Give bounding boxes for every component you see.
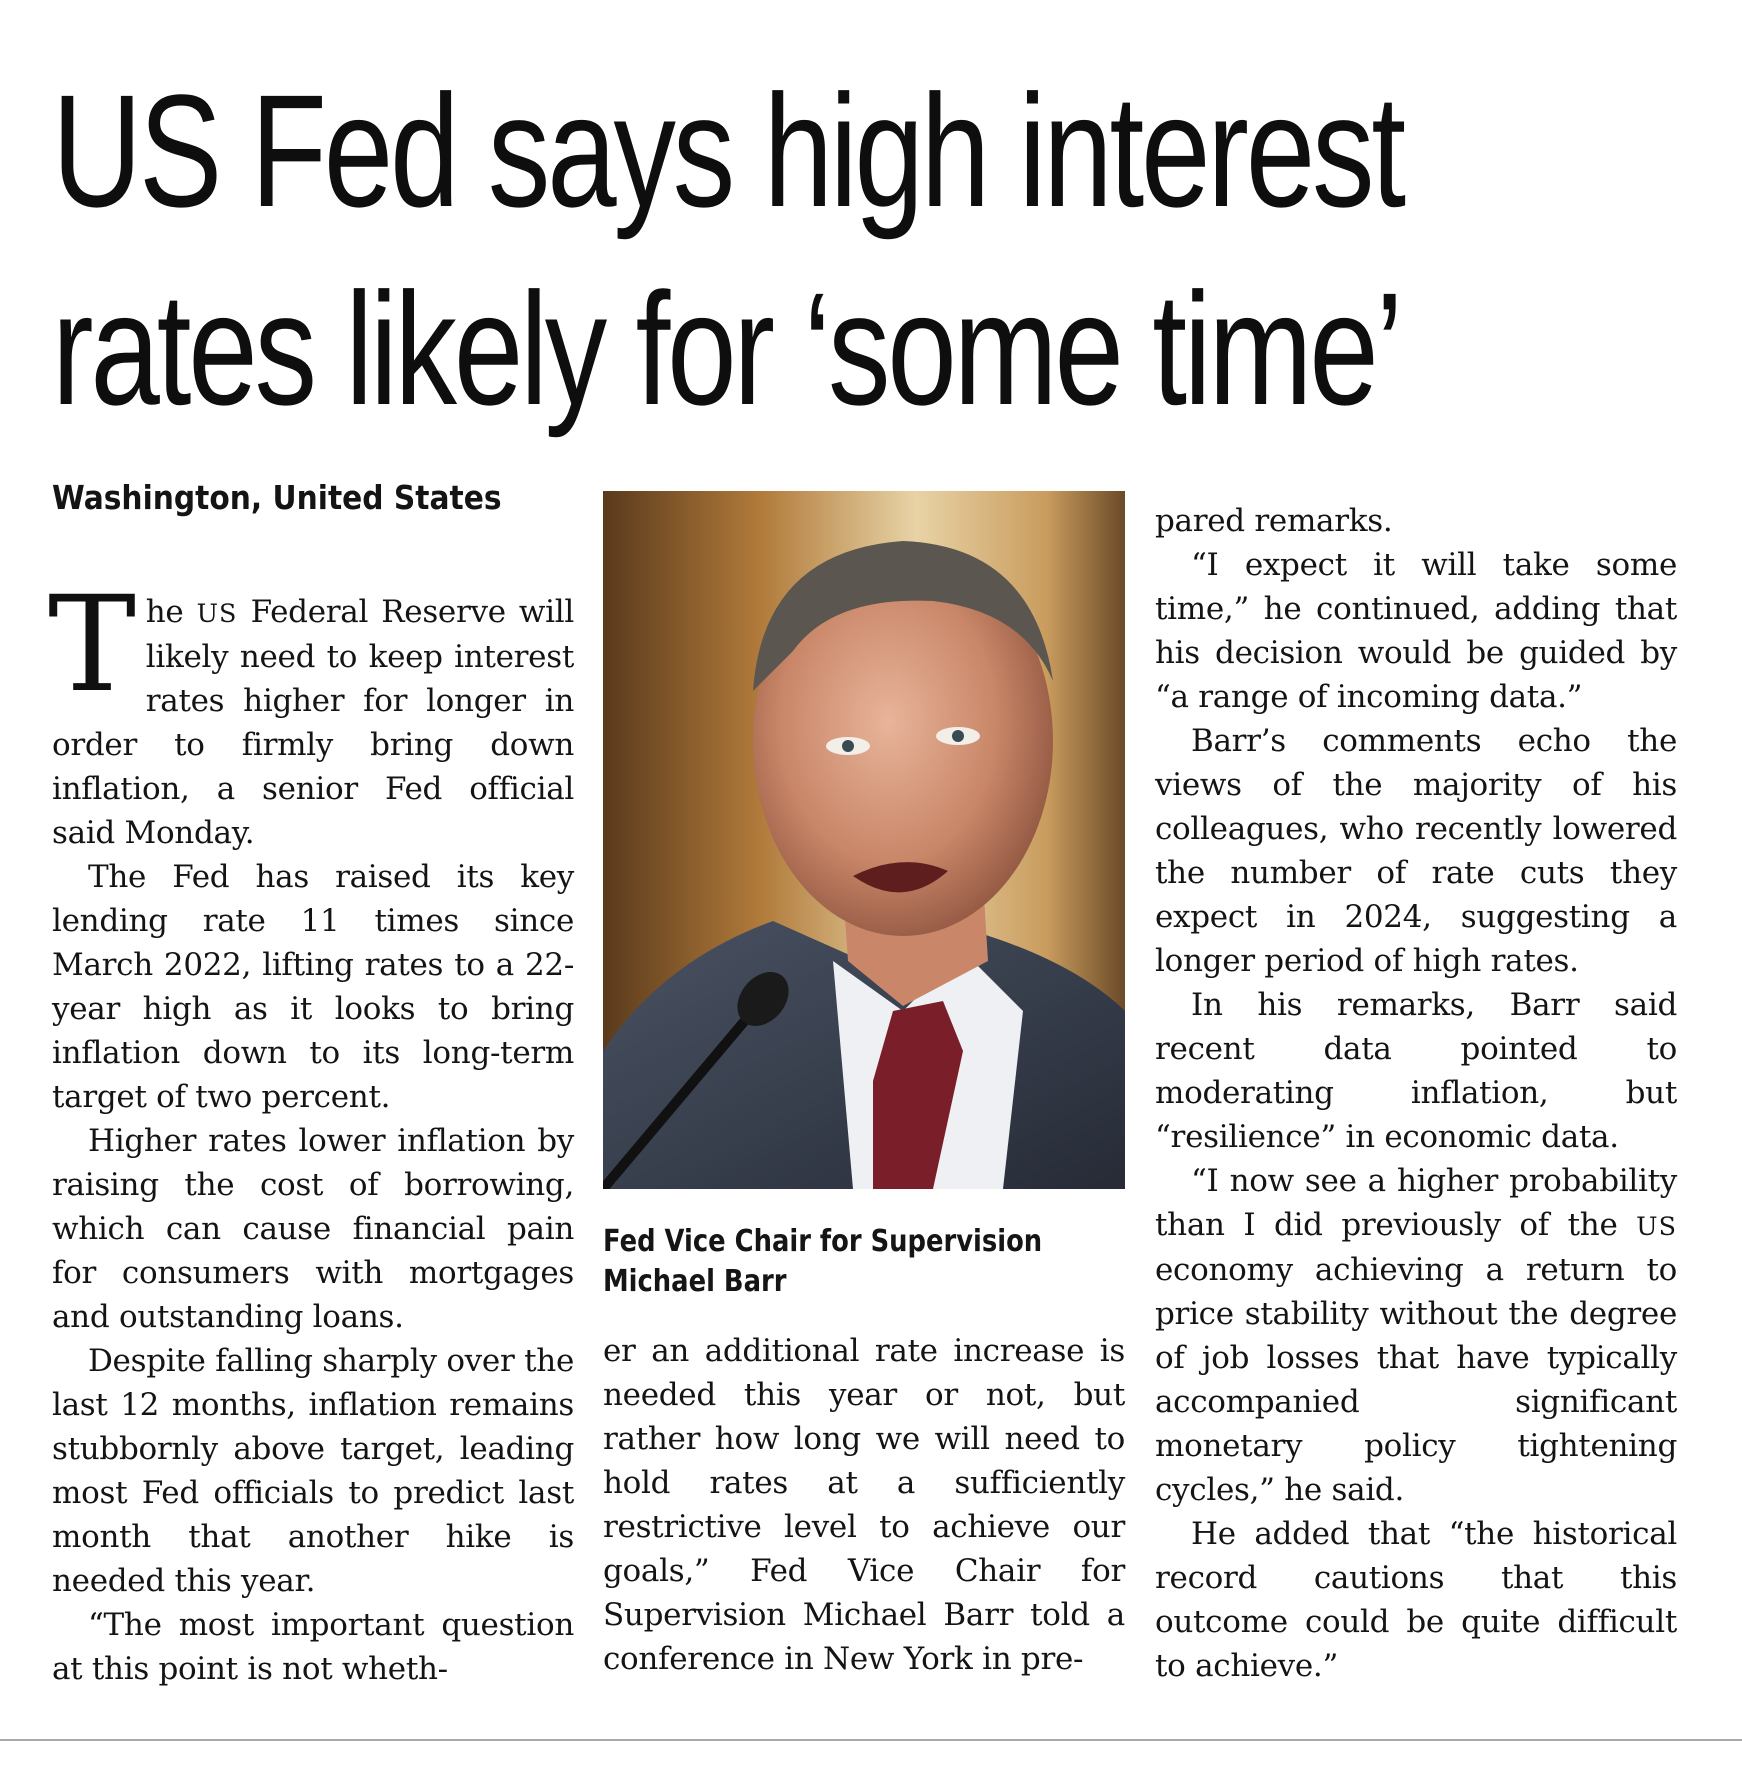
paragraph-9: “I now see a higher probability than I d… <box>1155 1163 1677 1508</box>
headline-line-1: US Fed says high interest <box>52 61 1406 240</box>
dateline: Washington, United States <box>52 478 502 517</box>
paragraph-8: In his remarks, Barr said recent data po… <box>1155 987 1677 1155</box>
paragraph-10: He added that “the historical record cau… <box>1155 1516 1677 1684</box>
photo-michael-barr <box>603 491 1125 1189</box>
paragraph-7: Barr’s comments echo the views of the ma… <box>1155 723 1677 979</box>
portrait-illustration <box>603 541 1125 1189</box>
paragraph-3: Higher rates lower inflation by raising … <box>52 1123 574 1335</box>
paragraph-5-part-2: er an additional rate increase is needed… <box>603 1333 1125 1677</box>
bottom-divider <box>0 1739 1742 1741</box>
drop-cap: T <box>48 568 136 722</box>
headline-line-2: rates likely for ‘some time’ <box>52 259 1403 438</box>
article-column-3: pared remarks. “I expect it will take so… <box>1155 499 1677 1688</box>
photo-caption: Fed Vice Chair for Supervision Michael B… <box>603 1224 1043 1299</box>
paragraph-2: The Fed has raised its key lending rate … <box>52 859 574 1115</box>
paragraph-5-part-3: pared remarks. <box>1155 503 1393 539</box>
paragraph-5-part-1: “The most important question at this poi… <box>52 1607 574 1687</box>
paragraph-4: Despite falling sharply over the last 12… <box>52 1343 574 1599</box>
article-column-2: er an additional rate increase is needed… <box>603 1329 1125 1681</box>
paragraph-6: “I expect it will take some time,” he co… <box>1155 547 1677 715</box>
headline: US Fed says high interest rates likely f… <box>52 52 1406 448</box>
